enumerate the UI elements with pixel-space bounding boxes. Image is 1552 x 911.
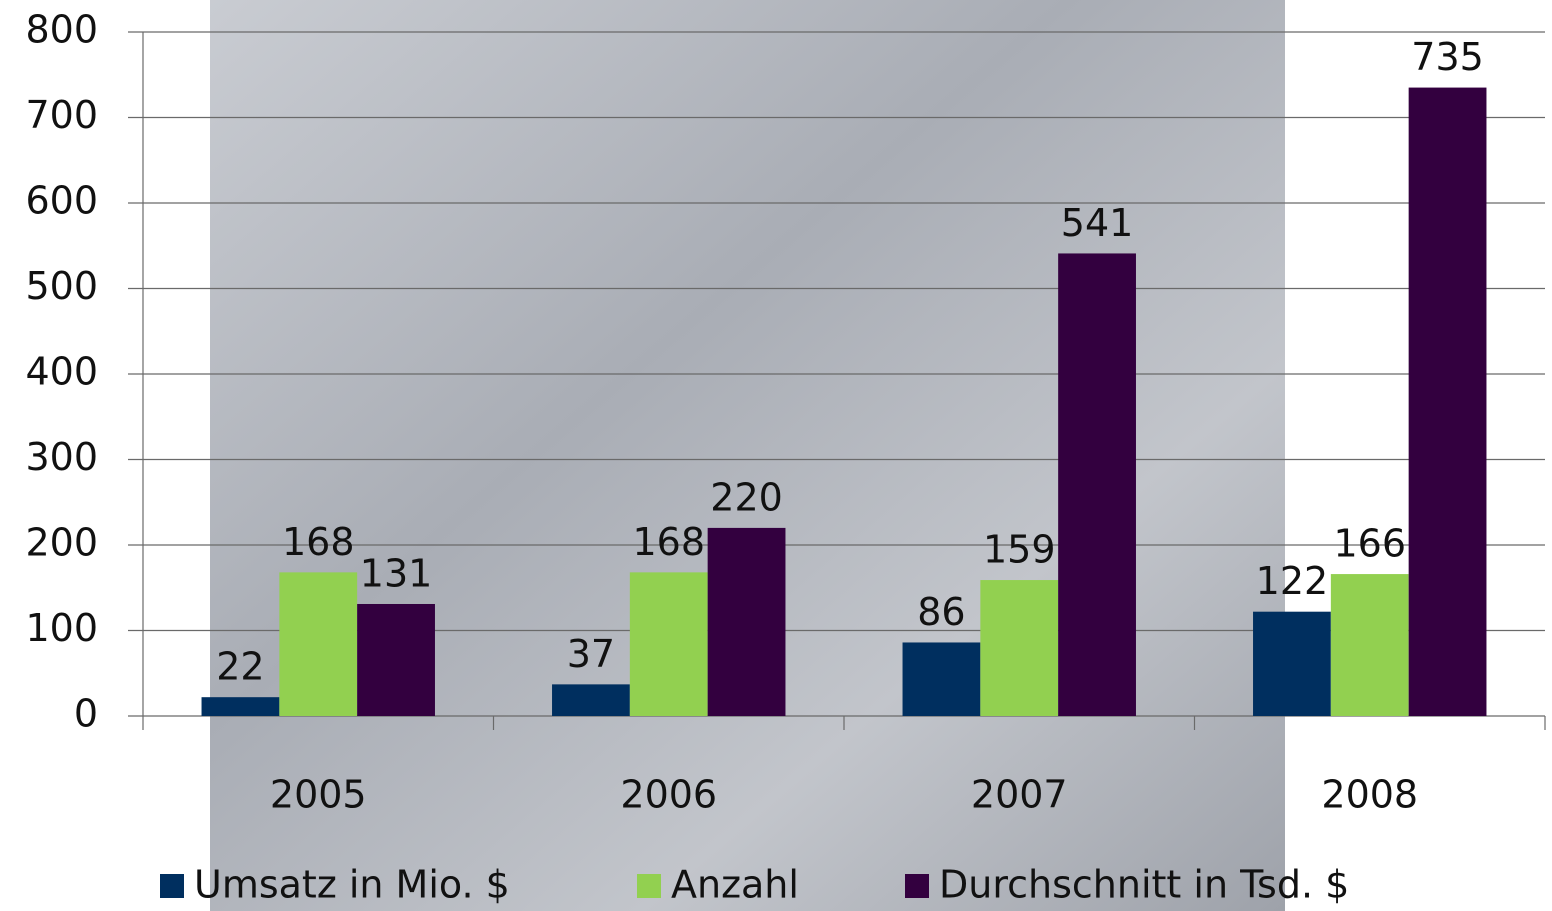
y-tick-label: 100 [25,606,98,650]
bar [902,642,981,716]
x-tick-label: 2008 [1321,773,1418,817]
bar [357,603,435,716]
y-tick-label: 700 [25,93,98,137]
bar [279,572,358,716]
legend-label: Anzahl [671,863,799,907]
value-label: 159 [983,528,1056,572]
x-tick-label: 2006 [620,773,717,817]
bar [980,580,1059,716]
bar [201,697,280,716]
value-label: 22 [216,645,264,689]
bar [552,684,630,716]
value-label: 541 [1061,201,1134,245]
value-label: 220 [710,475,783,519]
legend-label: Durchschnitt in Tsd. $ [939,863,1349,907]
y-tick-label: 500 [25,264,98,308]
y-tick-label: 300 [25,435,98,479]
value-label: 168 [632,520,705,564]
y-tick-label: 0 [74,692,98,736]
bar [707,527,786,716]
value-label: 131 [360,551,433,595]
legend-swatch [637,874,661,898]
x-tick-label: 2007 [971,773,1068,817]
bar [1408,87,1487,716]
y-tick-label: 600 [25,179,98,223]
bar [629,572,708,716]
y-tick-label: 200 [25,521,98,565]
y-tick-label: 400 [25,350,98,394]
bar [1253,611,1331,716]
value-label: 37 [567,632,615,676]
legend-label: Umsatz in Mio. $ [194,863,510,907]
legend-swatch [905,874,929,898]
x-tick-label: 2005 [270,773,367,817]
value-label: 122 [1256,559,1329,603]
value-label: 735 [1411,35,1484,79]
bar [1058,253,1136,716]
y-tick-label: 800 [25,8,98,52]
value-label: 86 [917,590,965,634]
value-label: 168 [282,520,355,564]
bar [1330,574,1409,716]
value-label: 166 [1333,522,1406,566]
legend-swatch [160,874,184,898]
